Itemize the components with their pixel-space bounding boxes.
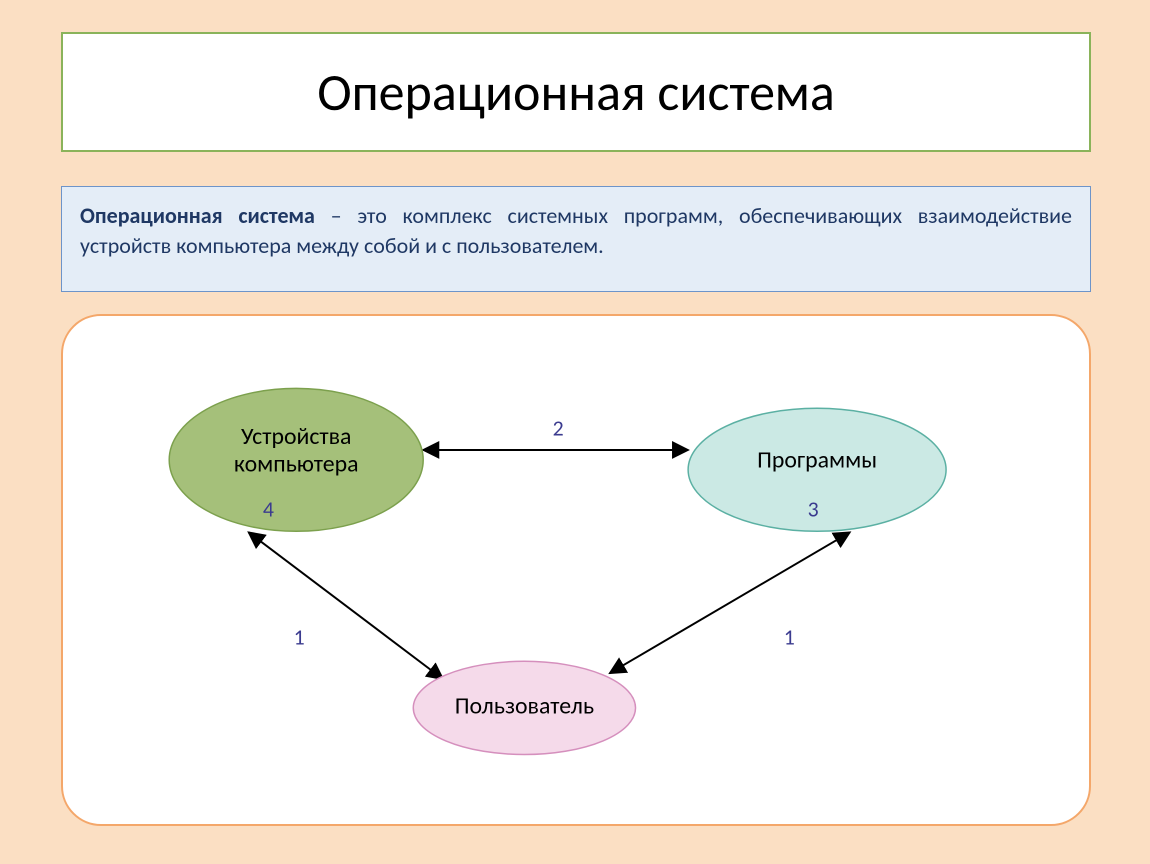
diagram-container: 2 1 1 Устройствакомпьютера 4 Программы 3 Пользо… (61, 314, 1091, 826)
edge-label-programs-user: 1 (784, 624, 795, 651)
node-inner-label-programs: 3 (808, 496, 819, 523)
diagram-svg: 2 1 1 Устройствакомпьютера 4 Программы 3 Пользо… (63, 316, 1089, 824)
edge-devices-user (249, 532, 443, 679)
edge-label-devices-programs: 2 (553, 414, 564, 441)
edge-label-devices-user: 1 (294, 624, 305, 651)
title-box: Операционная система (61, 32, 1091, 152)
page-title: Операционная система (317, 60, 835, 124)
node-label-user-line0: Пользователь (455, 692, 594, 721)
node-label-programs-line0: Программы (757, 446, 877, 475)
node-inner-label-devices: 4 (263, 496, 274, 523)
edge-programs-user (610, 532, 850, 673)
node-label-devices-line0: Устройства (241, 422, 351, 451)
definition-term: Операционная система (80, 202, 315, 229)
node-label-devices-line1: компьютера (234, 449, 359, 478)
definition-box: Операционная система – это комплекс сист… (61, 186, 1091, 292)
